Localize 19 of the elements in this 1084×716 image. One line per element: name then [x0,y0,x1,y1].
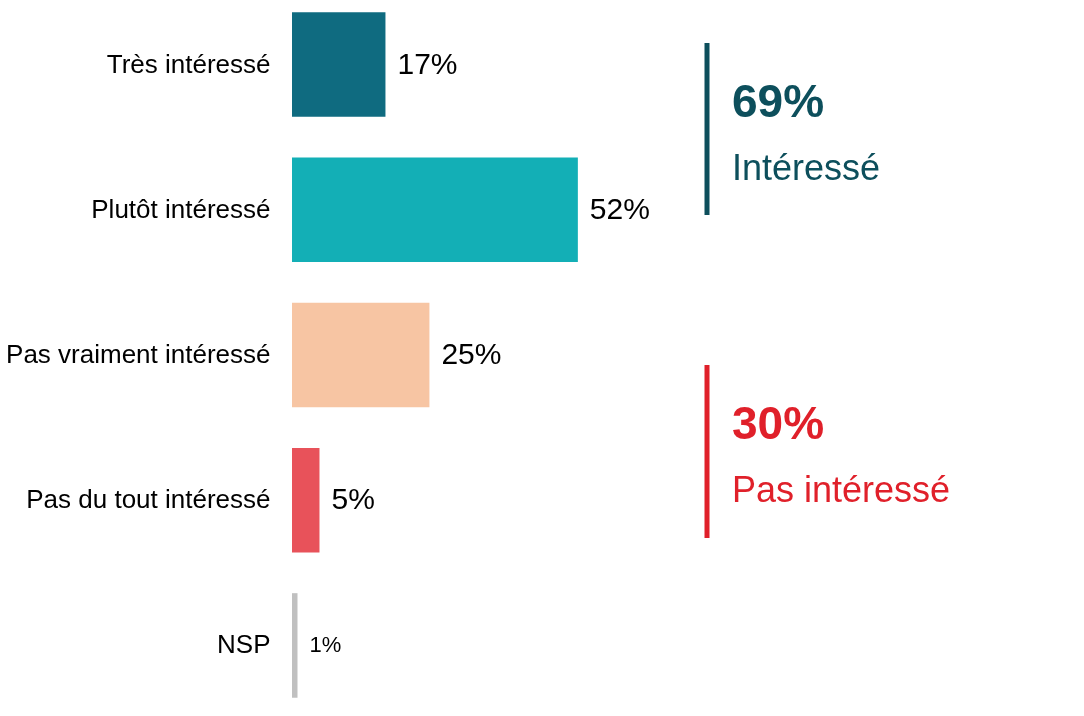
bar [292,593,298,698]
bar [292,302,430,408]
text: Pas intéressé [732,469,951,510]
data-label: 5% [331,482,375,516]
data-label: 25% [441,337,502,370]
y-tick-label: NSP [217,629,271,660]
bar [292,12,386,117]
y-tick-label: Plutôt intéressé [91,193,271,224]
data-label: 17% [397,46,458,80]
data-label: 1% [309,632,342,658]
data-label: 52% [589,191,650,225]
y-tick-label: Très intéressé [106,48,271,79]
text: Intéressé [732,147,881,188]
bar [292,447,320,553]
y-tick-label: Pas du tout intéressé [26,484,271,515]
text: 69% [732,75,825,127]
bar [292,157,578,263]
y-tick-label: Pas vraiment intéressé [6,339,271,369]
text: 30% [732,397,825,449]
